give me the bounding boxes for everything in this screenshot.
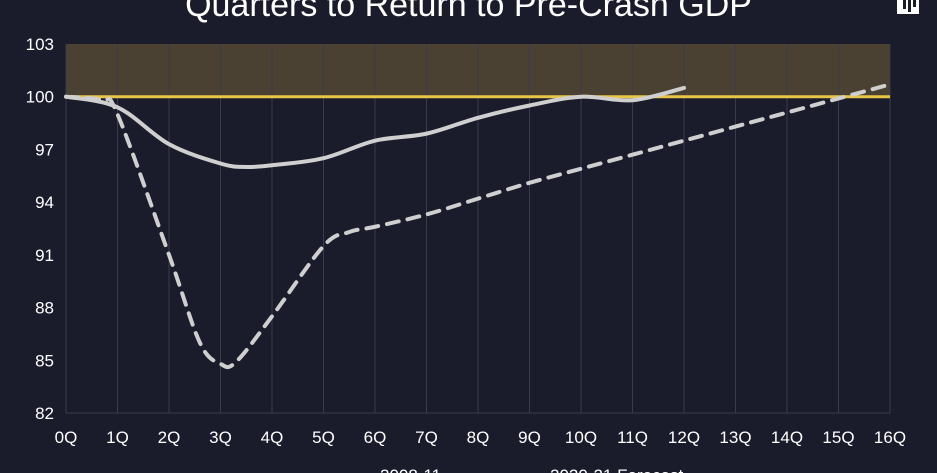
x-tick-label: 16Q <box>874 428 906 447</box>
x-tick-label: 8Q <box>467 428 490 447</box>
x-tick-label: 4Q <box>261 428 284 447</box>
series-line-2020-21-forecast <box>64 82 892 370</box>
x-tick-label: 10Q <box>565 428 597 447</box>
x-tick-label: 1Q <box>106 428 129 447</box>
x-tick-label: 14Q <box>771 428 803 447</box>
chart-title: Quarters to Return to Pre-Crash GDP <box>185 0 752 24</box>
x-tick-label: 15Q <box>822 428 854 447</box>
logo-icon <box>897 0 919 14</box>
x-tick-label: 11Q <box>617 428 648 447</box>
x-tick-label: 2Q <box>158 428 181 447</box>
y-tick-label: 88 <box>35 299 54 318</box>
y-tick-label: 91 <box>35 246 54 265</box>
legend-label: 2020-21 Forecast <box>550 466 684 473</box>
legend-label: 2008-11 <box>380 466 441 473</box>
x-tick-label: 5Q <box>312 428 335 447</box>
x-tick-label: 9Q <box>518 428 541 447</box>
y-tick-label: 100 <box>26 88 54 107</box>
x-tick-label: 3Q <box>209 428 232 447</box>
series-line-2008-11 <box>64 85 686 170</box>
y-tick-label: 82 <box>35 404 54 423</box>
x-tick-label: 6Q <box>364 428 387 447</box>
y-tick-label: 97 <box>35 140 54 159</box>
y-tick-label: 94 <box>35 193 54 212</box>
x-tick-label: 0Q <box>55 428 78 447</box>
x-tick-label: 7Q <box>415 428 438 447</box>
x-tick-label: 12Q <box>668 428 700 447</box>
y-tick-label: 85 <box>35 351 54 370</box>
x-tick-label: 13Q <box>719 428 751 447</box>
y-tick-label: 103 <box>26 35 54 54</box>
